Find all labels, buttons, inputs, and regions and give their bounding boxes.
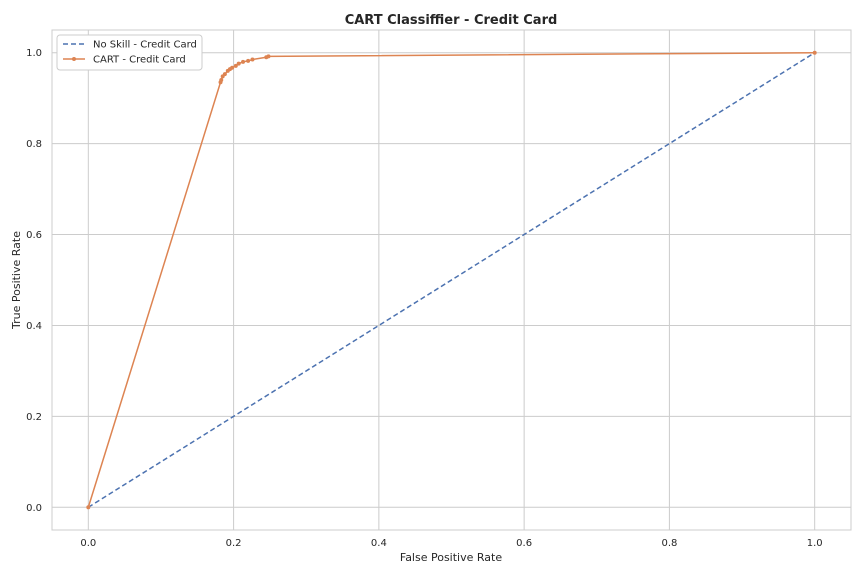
legend: No Skill - Credit Card CART - Credit Card [56, 34, 203, 71]
series-line-0 [87, 52, 816, 508]
y-axis-title: True Positive Rate [10, 231, 23, 330]
y-tick-label: 0.8 [26, 139, 42, 150]
y-tick-label: 1.0 [26, 48, 42, 59]
x-axis-title: False Positive Rate [400, 551, 502, 564]
legend-label: No Skill - Credit Card [93, 40, 197, 51]
y-tick-label: 0.4 [26, 321, 42, 332]
y-tick-label: 0.2 [26, 412, 42, 423]
legend-marker [72, 57, 76, 61]
data-point [241, 59, 246, 64]
data-point [230, 65, 235, 70]
data-point [250, 57, 255, 62]
grid [52, 30, 851, 530]
x-tick-label: 0.6 [516, 538, 532, 549]
x-tick-label: 0.8 [661, 538, 677, 549]
data-point [236, 61, 241, 66]
data-point [246, 58, 251, 63]
data-point [222, 72, 227, 77]
x-tick-labels: 0.0 0.2 0.4 0.6 0.8 1.0 [80, 538, 822, 549]
legend-label: CART - Credit Card [93, 55, 186, 66]
series [86, 50, 817, 510]
x-tick-label: 0.0 [80, 538, 96, 549]
y-tick-label: 0.0 [26, 503, 42, 514]
data-point [233, 63, 238, 68]
data-point [812, 50, 817, 55]
data-point [219, 78, 224, 82]
legend-box [56, 34, 203, 71]
x-tick-label: 0.2 [226, 538, 242, 549]
y-tick-label: 0.6 [26, 230, 42, 241]
data-point [86, 505, 91, 510]
y-tick-labels: 0.0 0.2 0.4 0.6 0.8 1.0 [26, 48, 42, 514]
x-tick-label: 1.0 [807, 538, 823, 549]
x-tick-label: 0.4 [371, 538, 387, 549]
data-point [266, 54, 271, 59]
chart-title: CART Classiffier - Credit Card [345, 13, 558, 28]
